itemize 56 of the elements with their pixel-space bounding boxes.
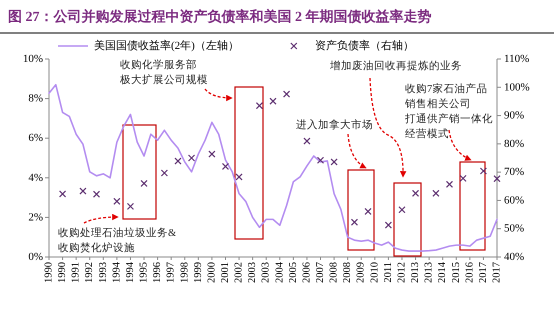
x-tick-label: 1997 xyxy=(166,262,177,283)
x-tick-label: 2014 xyxy=(437,261,448,283)
x-tick-label: 2013 xyxy=(424,262,435,283)
x-tick-label: 2012 xyxy=(396,262,408,283)
x-tick-label: 1994 xyxy=(124,261,136,283)
x-tick-label: 1990 xyxy=(44,262,54,283)
y2-tick-label: 50% xyxy=(504,222,524,235)
x-tick-label: 2009 xyxy=(356,262,367,283)
x-tick-label: 2000 xyxy=(206,262,218,283)
x-tick-label: 1998 xyxy=(179,262,190,283)
annotation: 收购化学服务部极大扩展公司规模 xyxy=(120,60,208,86)
x-tick-label: 2006 xyxy=(301,262,312,283)
title: 图 27：公司并购发展过程中资产负债率和美国 2 年期国债收益率走势 xyxy=(8,10,432,25)
x-tick-label: 2004 xyxy=(274,261,286,283)
y2-tick-label: 110% xyxy=(504,53,530,65)
y2-tick-label: 70% xyxy=(504,166,524,178)
x-tick-label: 1993 xyxy=(98,262,109,283)
y2-tick-label: 100% xyxy=(504,81,530,94)
y-tick-label: 0% xyxy=(28,251,43,263)
x-tick-label: 2017 xyxy=(478,262,489,283)
x-tick-label: 1990 xyxy=(57,262,68,283)
annotation: 增加废油回收再提炼的业务 xyxy=(330,61,462,72)
y-tick-label: 4% xyxy=(28,172,43,184)
x-tick-label: 1999 xyxy=(192,262,204,283)
y2-tick-label: 40% xyxy=(504,251,524,263)
x-tick-label: 2011 xyxy=(382,262,394,283)
x-tick-label: 2003 xyxy=(247,262,258,283)
x-tick-label: 1994 xyxy=(111,261,122,283)
y2-tick-label: 80% xyxy=(504,138,524,150)
x-tick-label: 2008 xyxy=(328,262,340,283)
x-tick-label: 2010 xyxy=(369,262,380,283)
x-tick-label: 2013 xyxy=(410,262,422,283)
legend-label: 资产负债率（右轴） xyxy=(314,39,414,52)
x-tick-label: 1995 xyxy=(138,262,150,283)
annotation: 进入加拿大市场 xyxy=(296,120,373,131)
annotation: 收购7家石油产品销售相关公司打通供产销一体化经营模式 xyxy=(405,84,493,140)
y2-tick-label: 90% xyxy=(504,110,524,122)
annotation: 收购处理石油垃圾业务&收购焚化炉设施 xyxy=(58,228,176,254)
y-tick-label: 10% xyxy=(22,53,43,65)
x-tick-label: 2003 xyxy=(260,262,272,283)
x-tick-label: 2017 xyxy=(492,262,502,283)
x-tick-label: 1996 xyxy=(152,262,164,283)
y-tick-label: 2% xyxy=(28,211,43,224)
x-tick-label: 2016 xyxy=(464,262,476,283)
x-tick-label: 2008 xyxy=(342,262,354,283)
x-tick-label: 1992 xyxy=(84,262,96,283)
y-tick-label: 8% xyxy=(28,92,43,105)
x-tick-label: 1991 xyxy=(70,262,82,283)
x-tick-label: 2007 xyxy=(315,262,326,283)
x-tick-label: 2005 xyxy=(288,262,299,283)
x-tick-label: 2002 xyxy=(234,262,245,283)
legend-label: 美国国债收益率(2年)（左轴） xyxy=(94,39,239,52)
y2-tick-label: 60% xyxy=(504,194,524,206)
x-tick-label: 2001 xyxy=(220,262,231,283)
y-tick-label: 6% xyxy=(28,132,43,144)
x-tick-label: 2015 xyxy=(450,262,462,283)
